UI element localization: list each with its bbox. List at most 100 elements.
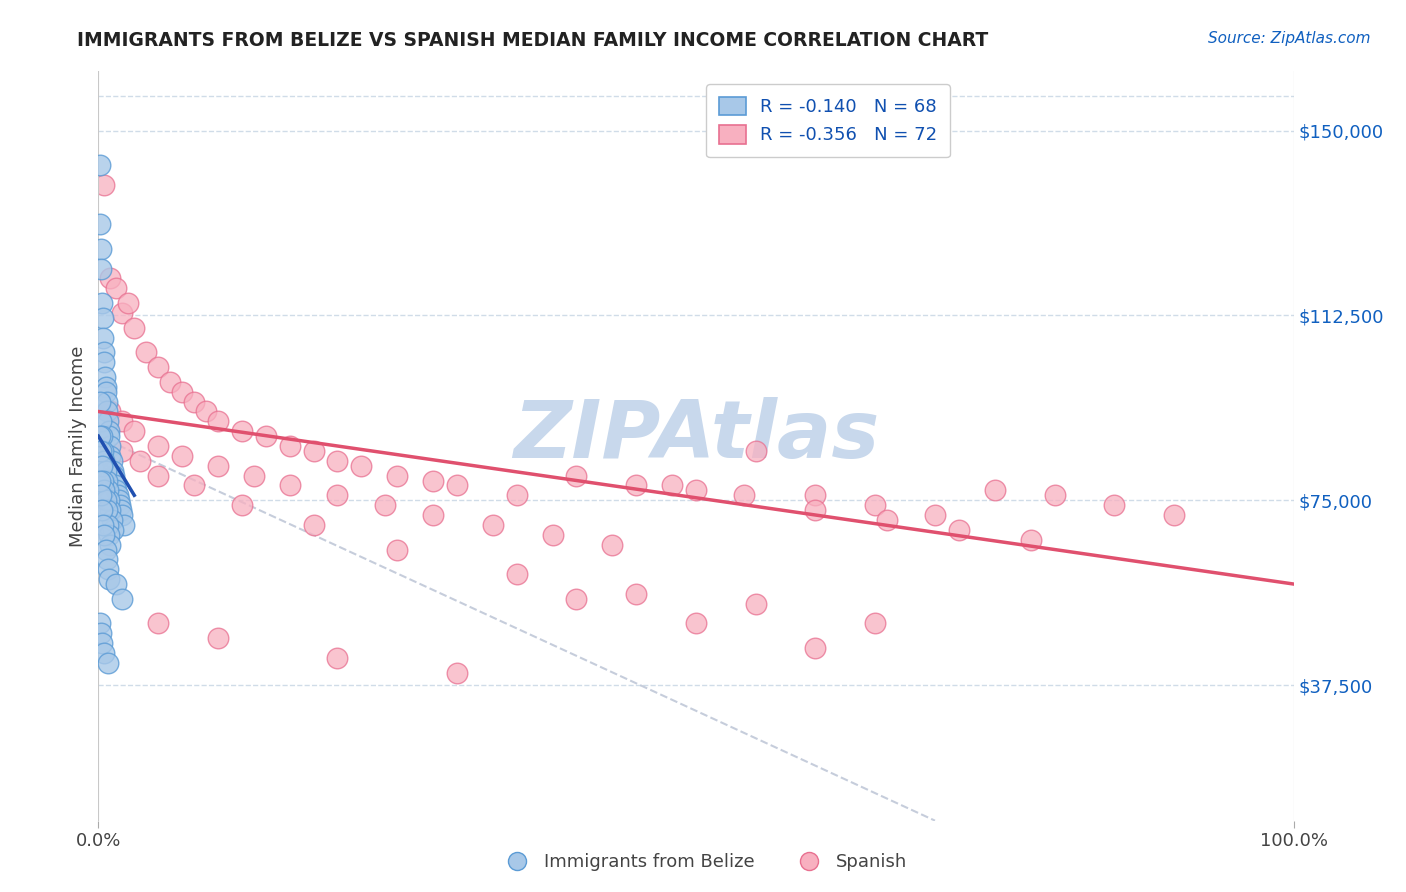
Point (207, 632, 229, 646)
Point (135, 345, 157, 359)
Point (97, 656, 120, 670)
Point (865, 616, 887, 631)
Point (278, 439, 301, 453)
Point (207, 458, 229, 473)
Point (110, 503, 132, 517)
Point (91, 474, 114, 488)
Point (124, 320, 146, 334)
Point (105, 281, 128, 295)
Point (422, 474, 444, 488)
Point (804, 488, 827, 502)
Point (98, 271, 122, 285)
Point (148, 360, 170, 375)
Point (91, 444, 114, 458)
Point (89, 217, 111, 231)
Point (94, 380, 117, 394)
Point (302, 517, 325, 532)
Point (96, 404, 118, 418)
Point (626, 587, 648, 601)
Point (1019, 533, 1042, 547)
Point (101, 523, 124, 537)
Point (91, 429, 114, 443)
Point (111, 591, 134, 606)
Point (1104, 498, 1126, 512)
Point (326, 651, 349, 665)
Point (506, 567, 529, 582)
Point (111, 306, 134, 320)
Point (90, 414, 112, 428)
Point (385, 468, 409, 483)
Point (97, 517, 120, 532)
Point (804, 503, 827, 517)
Point (89, 158, 111, 172)
Point (129, 454, 152, 468)
Point (541, 527, 564, 541)
Point (172, 449, 194, 463)
Point (98, 404, 122, 418)
Point (97, 483, 120, 498)
Point (159, 375, 181, 389)
Point (108, 498, 131, 512)
Point (207, 414, 229, 428)
Point (91, 458, 114, 473)
Point (90, 261, 112, 276)
Point (93, 454, 115, 468)
Point (97, 562, 120, 576)
Point (602, 538, 624, 552)
Point (446, 478, 468, 492)
Point (745, 597, 768, 611)
Point (565, 591, 588, 606)
Legend: R = -0.140   N = 68, R = -0.356   N = 72: R = -0.140 N = 68, R = -0.356 N = 72 (706, 84, 950, 157)
Point (302, 444, 325, 458)
Point (96, 474, 118, 488)
Point (91, 310, 114, 325)
Point (91, 330, 114, 344)
Point (98, 538, 122, 552)
Point (105, 483, 128, 498)
Point (148, 468, 170, 483)
Point (94, 542, 117, 557)
Point (100, 513, 122, 527)
Point (243, 468, 266, 483)
Point (94, 370, 117, 384)
Point (97, 414, 120, 428)
Point (876, 513, 898, 527)
Point (984, 483, 1007, 498)
Point (107, 493, 129, 508)
Point (865, 498, 887, 512)
Point (98, 572, 121, 586)
Point (685, 483, 707, 498)
Point (90, 626, 112, 640)
Point (100, 454, 122, 468)
Point (96, 552, 118, 566)
Point (482, 517, 505, 532)
Point (111, 508, 134, 522)
Point (183, 394, 205, 409)
Point (385, 542, 409, 557)
Point (626, 478, 648, 492)
Point (90, 488, 112, 502)
Point (96, 394, 118, 409)
Point (96, 503, 118, 517)
Point (422, 508, 444, 522)
Point (97, 424, 120, 438)
Point (105, 577, 128, 591)
Point (98, 527, 121, 541)
Point (231, 498, 253, 512)
Point (94, 493, 117, 508)
Point (112, 517, 135, 532)
Point (93, 178, 115, 192)
Point (107, 488, 129, 502)
Point (374, 498, 396, 512)
Point (98, 429, 121, 443)
Point (804, 641, 827, 656)
Point (685, 616, 707, 631)
Point (96, 384, 118, 399)
Point (98, 503, 122, 517)
Point (90, 242, 112, 256)
Point (98, 449, 122, 463)
Point (948, 523, 970, 537)
Point (278, 478, 301, 492)
Point (661, 478, 683, 492)
Point (183, 478, 205, 492)
